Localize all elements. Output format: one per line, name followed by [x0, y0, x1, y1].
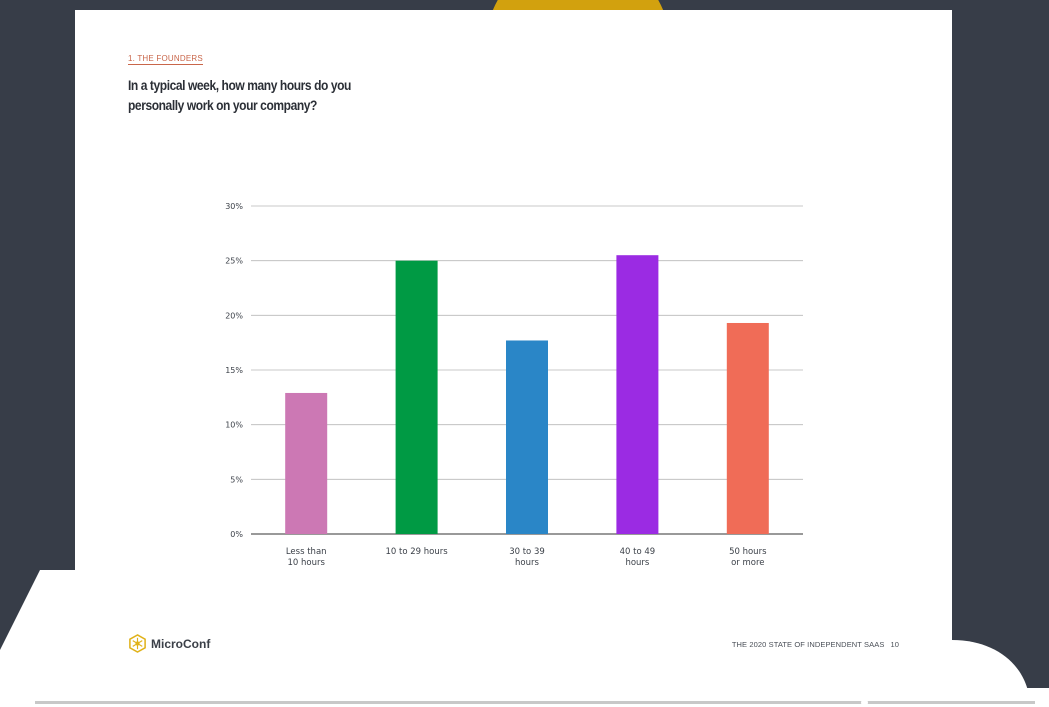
x-tick-label: 40 to 49 hours	[620, 547, 656, 568]
logo-text: MicroConf	[151, 636, 211, 651]
y-tick-label: 20%	[225, 311, 243, 320]
bar	[616, 255, 659, 534]
microconf-logo-icon	[129, 634, 146, 653]
section-label: 1. THE FOUNDERS	[128, 54, 203, 65]
x-tick-label: 50 hours or more	[729, 547, 767, 568]
bar	[506, 340, 548, 534]
progress-track[interactable]	[35, 701, 1035, 704]
y-tick-label: 10%	[225, 421, 243, 430]
microconf-logo: MicroConf	[128, 634, 210, 653]
x-tick-label: Less than 10 hours	[286, 547, 327, 568]
bar	[395, 260, 438, 534]
progress-handle[interactable]	[861, 699, 868, 706]
x-tick-label: 10 to 29 hours	[386, 547, 449, 557]
chart-question-title: In a typical week, how many hours do you…	[128, 77, 351, 113]
background-letter-shape	[0, 570, 75, 707]
background-letter-curve	[952, 640, 1030, 707]
background-bottom-band	[0, 688, 1049, 707]
bar	[285, 392, 328, 534]
report-page: 1. THE FOUNDERS In a typical week, how m…	[75, 10, 952, 688]
page-footer: THE 2020 STATE OF INDEPENDENT SAAS 10	[732, 640, 899, 649]
y-tick-label: 30%	[225, 202, 243, 211]
y-tick-label: 15%	[225, 366, 243, 375]
bar-chart: 0% 5% 10% 15% 20% 25% 30% Less than 10 hours 10 t…	[225, 202, 803, 568]
y-tick-label: 0%	[230, 530, 243, 539]
video-progress-bar[interactable]	[35, 699, 1035, 706]
y-tick-label: 5%	[230, 475, 243, 484]
bar	[726, 322, 769, 534]
page-number: 10	[890, 640, 899, 649]
footer-title: THE 2020 STATE OF INDEPENDENT SAAS	[731, 640, 885, 649]
x-tick-label: 30 to 39 hours	[509, 547, 545, 568]
y-tick-label: 25%	[225, 257, 243, 266]
